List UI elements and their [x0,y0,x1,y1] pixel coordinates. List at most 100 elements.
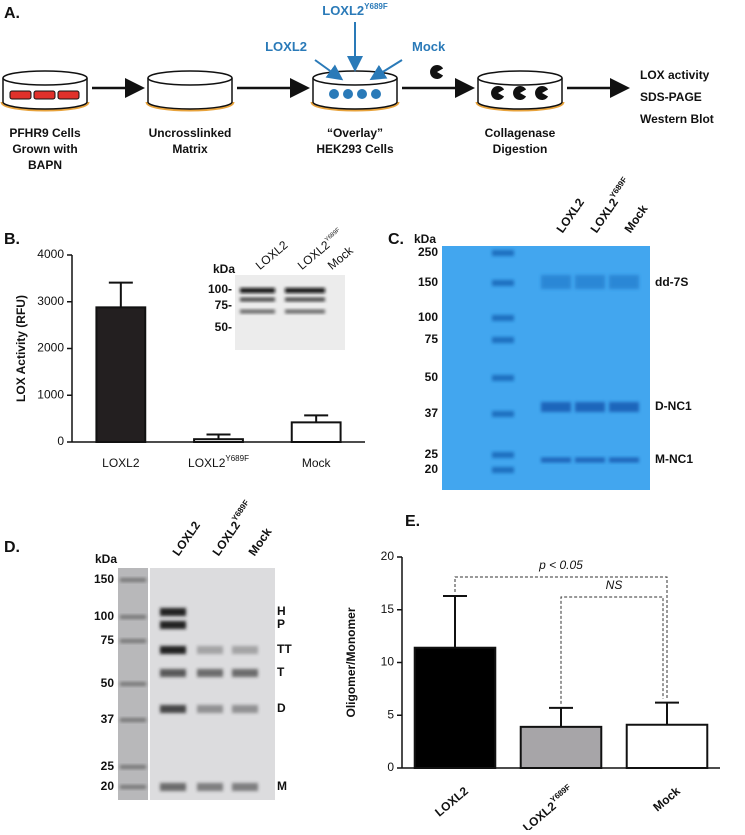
marker-label: 75- [215,298,232,312]
superscript: Y689F [230,498,251,523]
marker-label: 50 [425,370,439,384]
ladder-band [120,785,146,789]
dish-rim [477,70,563,86]
enzyme [513,86,527,101]
band-label: H [277,604,286,618]
dish-rim [147,70,233,86]
dish-rim [312,70,398,86]
marker-label: 250 [418,245,438,259]
panel-label: D. [4,539,20,556]
text-base: LOXL2 [554,196,588,236]
panel-label: B. [4,231,20,248]
ladder-band [120,578,146,582]
cell [57,90,80,100]
ladder-band [492,280,514,286]
band [232,669,258,677]
marker-label: 20 [425,462,439,476]
band [197,783,223,791]
band [575,275,605,289]
ladder-band [120,615,146,619]
arrow [369,59,403,81]
bar [413,646,497,769]
y-axis-title: Oligomer/Monomer [344,607,358,717]
cell [9,90,32,100]
y-tick-label: 1000 [37,387,64,401]
band [160,608,186,616]
enzyme [535,86,549,101]
ladder-band [492,452,514,458]
arrow [314,59,344,81]
lane-label: Mock [246,525,275,558]
input-label: Mock [412,39,446,54]
y-axis-title: LOX Activity (RFU) [14,295,28,402]
bar [519,725,603,769]
step-label: Grown with [12,142,77,156]
lane-label: LOXL2 [554,196,588,236]
marker-label: 37 [101,712,115,726]
step-label: Digestion [493,142,548,156]
band [160,621,186,629]
band [541,275,571,289]
error-bar [304,414,329,423]
y-tick-label: 20 [381,549,395,563]
band [575,402,605,412]
y-tick-label: 0 [387,760,394,774]
band [609,457,639,463]
lane-label: Mock [622,202,651,235]
marker-label: 25 [101,759,115,773]
ladder-band [492,467,514,473]
marker-label: 25 [425,447,439,461]
band [197,705,223,713]
band [197,646,223,654]
step-label: BAPN [28,158,62,172]
ladder-band [492,411,514,417]
text-base: LOXL2 [170,519,204,559]
cell [33,90,56,100]
text-base: Mock [302,456,332,470]
band [160,783,186,791]
step-label: PFHR9 Cells [9,126,81,140]
annotation: p < 0.05 [538,558,583,572]
ladder-band [120,682,146,686]
step-label: “Overlay” [327,126,383,140]
x-tick-label: Mock [302,456,332,470]
blot [150,568,275,800]
step-label: Uncrosslinked [149,126,232,140]
band-label: D-NC1 [655,399,692,413]
dish-rim [2,70,88,86]
text-base: LOXL2 [432,784,471,820]
cell [343,89,353,99]
band [240,297,275,302]
band [160,705,186,713]
marker-label: 50 [101,676,115,690]
ladder-band [120,639,146,643]
band [285,309,325,314]
band [240,309,275,314]
ladder-band [492,337,514,343]
ladder-band [120,765,146,769]
panel-label: C. [388,231,404,248]
output-label: LOX activity [640,68,710,82]
cell [371,89,381,99]
band [609,275,639,289]
band [160,669,186,677]
band-label: dd-7S [655,275,688,289]
y-tick-label: 5 [387,707,394,721]
step-label: Matrix [172,142,208,156]
superscript: Y689F [608,175,629,200]
band-label: D [277,701,286,715]
marker-label: 20 [101,779,115,793]
error-bar [206,433,231,440]
panel-label: A. [4,5,20,22]
output-label: Western Blot [640,112,714,126]
text-base: Mock [246,525,275,558]
band [285,288,325,293]
x-tick-label: LOXL2Y689F [519,782,577,830]
band-label: M-NC1 [655,452,693,466]
input-label: LOXL2Y689F [322,2,388,18]
dish [312,78,398,110]
unit-label: kDa [95,552,117,566]
unit-label: kDa [213,262,235,276]
